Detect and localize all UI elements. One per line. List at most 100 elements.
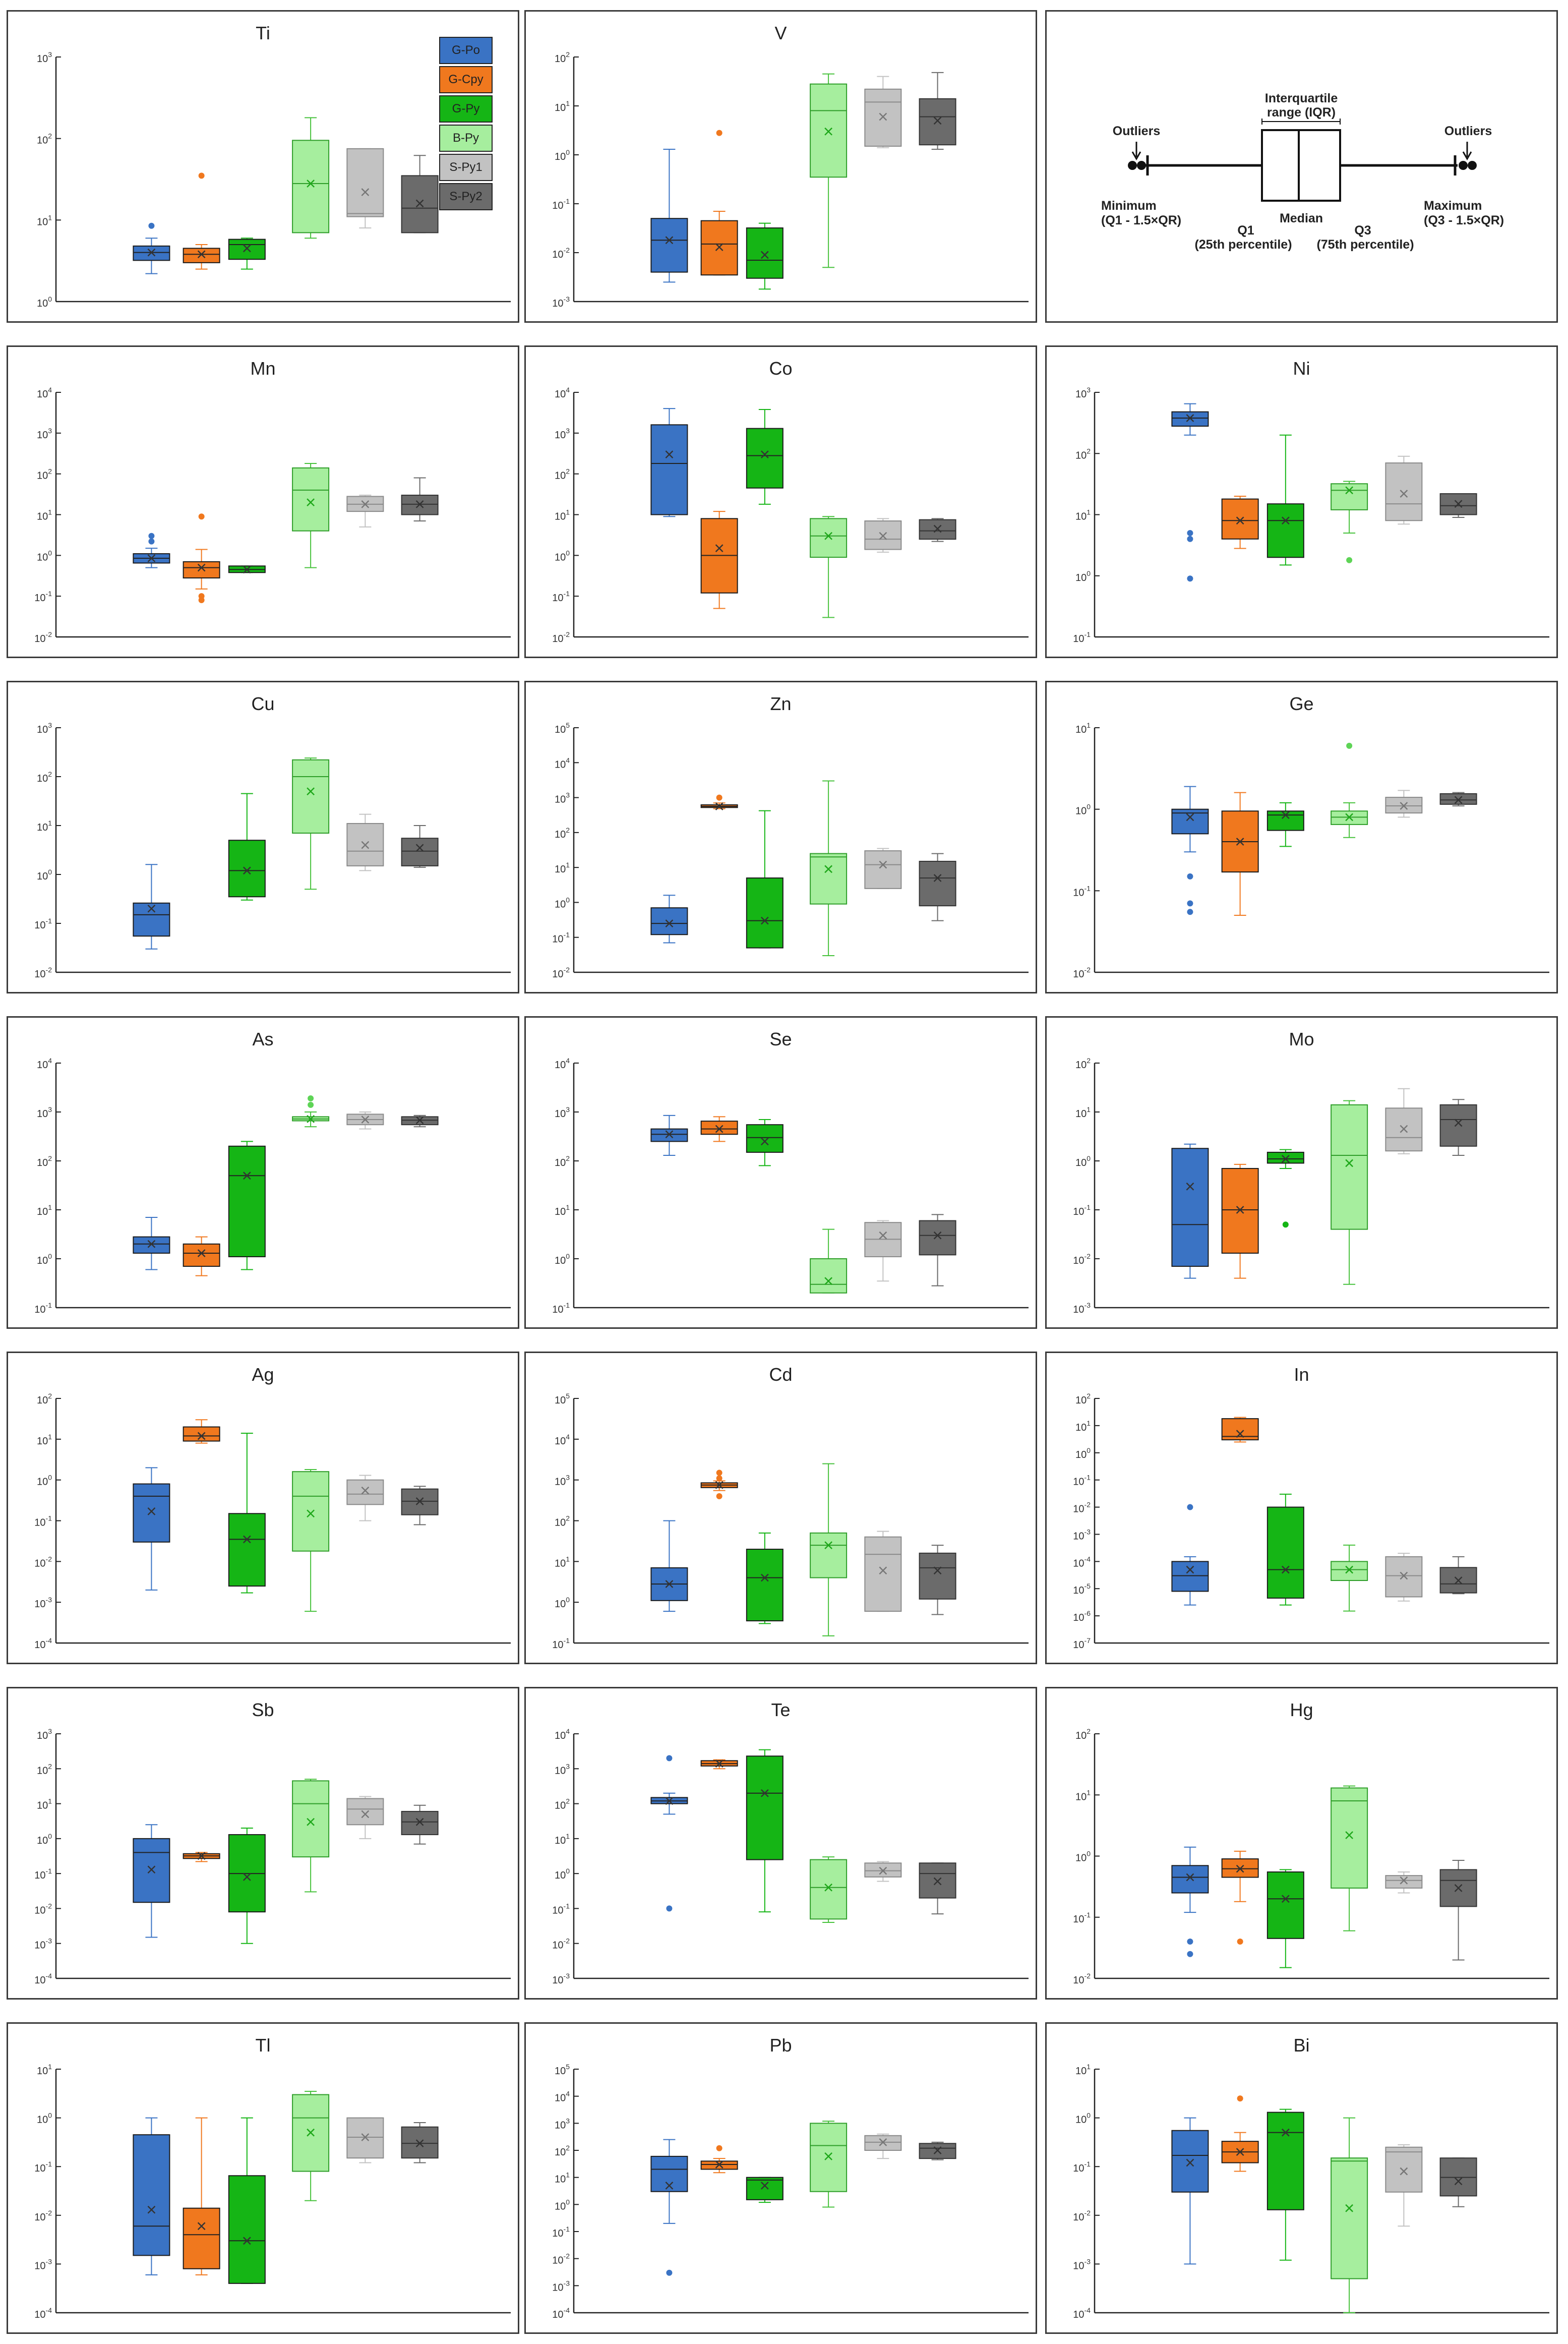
y-tick-exponent: -6 — [1084, 1609, 1091, 1617]
mean-marker — [415, 1818, 424, 1826]
iqr-box — [810, 853, 848, 905]
y-tick-label: 103 — [555, 1762, 570, 1776]
y-tick-label: 100 — [555, 549, 570, 563]
iqr-box — [919, 98, 956, 146]
y-tick-label: 10-2 — [34, 1555, 52, 1569]
y-tick-exponent: -2 — [1084, 2209, 1091, 2217]
y-tick-label: 101 — [1075, 1788, 1091, 1802]
y-tick-exponent: -4 — [46, 1636, 52, 1645]
mean-marker — [1400, 802, 1408, 810]
iqr-box — [346, 148, 384, 217]
mean-marker — [1281, 2128, 1290, 2137]
mean-marker — [1345, 1159, 1354, 1167]
mean-marker — [307, 787, 315, 796]
box-g-po — [133, 533, 170, 568]
y-tick-exponent: 5 — [566, 2063, 570, 2071]
chart-title: Se — [769, 1029, 792, 1049]
y-tick-exponent: -2 — [46, 1902, 52, 1910]
y-tick-label: 10-4 — [1073, 2306, 1091, 2320]
box-s-py2 — [919, 72, 956, 150]
y-tick-label: 10-3 — [34, 2257, 52, 2271]
box-g-cpy — [183, 2117, 220, 2275]
outlier-point — [1282, 1221, 1289, 1228]
y-tick-label: 10-3 — [1073, 1301, 1091, 1315]
y-tick-label: 101 — [555, 2171, 570, 2185]
y-tick-exponent: 2 — [566, 1514, 570, 1522]
y-tick-exponent: 3 — [48, 1105, 52, 1114]
y-tick-label: 103 — [555, 791, 570, 805]
y-tick-label: 102 — [1075, 447, 1091, 461]
box-s-py2 — [401, 2122, 439, 2163]
y-tick-exponent: -1 — [564, 1902, 570, 1910]
outlier-point — [716, 1475, 722, 1482]
mean-marker — [933, 116, 942, 125]
y-tick-exponent: 1 — [566, 508, 570, 516]
y-tick-exponent: 0 — [566, 549, 570, 557]
y-tick-label: 102 — [37, 1762, 52, 1776]
chart-title: In — [1294, 1364, 1309, 1385]
chart-panel-sb: Sb 10-4 10-3 10-2 10-1 100 101 102 103 — [7, 1687, 519, 2000]
mean-marker — [1186, 1873, 1194, 1882]
iqr-box — [746, 1124, 783, 1153]
box-s-py2 — [919, 1862, 956, 1915]
y-tick-label: 102 — [1075, 1057, 1091, 1071]
legend-item-s-py1: S-Py1 — [439, 154, 493, 181]
box-s-py2 — [1439, 792, 1477, 806]
box-s-py1 — [1385, 1553, 1423, 1602]
y-tick-exponent: 2 — [566, 1154, 570, 1162]
box-g-cpy — [183, 1236, 220, 1276]
box-b-py — [292, 117, 330, 239]
iqr-box — [1267, 810, 1304, 831]
box-s-py2 — [1439, 493, 1477, 518]
legend-item-s-py2: S-Py2 — [439, 183, 493, 210]
outlier-point — [666, 1755, 673, 1762]
iqr-box — [650, 424, 688, 515]
box-g-po — [650, 1520, 688, 1612]
y-tick-label: 10-3 — [1073, 1528, 1091, 1542]
mean-marker — [415, 199, 424, 208]
outlier-point — [148, 222, 155, 229]
y-tick-exponent: 2 — [566, 50, 570, 58]
box-g-cpy — [700, 130, 738, 276]
box-s-py1 — [1385, 1871, 1423, 1894]
mean-marker — [147, 2205, 156, 2214]
mean-marker — [760, 1573, 769, 1582]
mean-marker — [715, 2160, 723, 2169]
box-g-po — [133, 1824, 170, 1938]
y-tick-exponent: 0 — [1087, 1154, 1091, 1162]
iqr-box — [1267, 2112, 1304, 2210]
outlier-point — [666, 2269, 673, 2276]
chart-panel-ti: Ti 100 101 102 103 G-Po G-Cpy G-Py B-Py S-Py… — [7, 10, 519, 323]
y-tick-exponent: -2 — [1084, 1252, 1091, 1260]
y-tick-label: 101 — [555, 99, 570, 113]
mean-marker — [879, 532, 887, 540]
iqr-box — [864, 88, 902, 147]
mean-marker — [1345, 813, 1354, 822]
iqr-box — [133, 2134, 170, 2256]
y-tick-exponent: 0 — [48, 295, 52, 303]
iqr-box — [1267, 1871, 1304, 1939]
y-tick-label: 100 — [555, 896, 570, 910]
iqr-box — [810, 1258, 848, 1294]
key-q1-sub-label: (25th percentile) — [1194, 238, 1292, 252]
chart-panel-in: In 10-7 10-6 10-5 10-4 10-3 10-2 10-1 100 101 102 — [1045, 1352, 1558, 1664]
mean-marker — [824, 1883, 833, 1892]
y-tick-exponent: 5 — [566, 721, 570, 729]
box-b-py — [1331, 1100, 1368, 1285]
mean-marker — [1345, 1565, 1354, 1574]
chart-title: Cd — [769, 1364, 793, 1385]
y-tick-exponent: 4 — [566, 756, 570, 764]
y-tick-exponent: -1 — [1084, 630, 1091, 638]
outlier-point — [1187, 1504, 1193, 1510]
y-tick-exponent: -1 — [1084, 1203, 1091, 1211]
y-tick-exponent: -2 — [564, 246, 570, 254]
key-maximum-label: Maximum — [1424, 199, 1482, 213]
box-g-py — [746, 222, 783, 290]
mean-marker — [824, 865, 833, 873]
y-tick-label: 103 — [37, 1105, 52, 1120]
